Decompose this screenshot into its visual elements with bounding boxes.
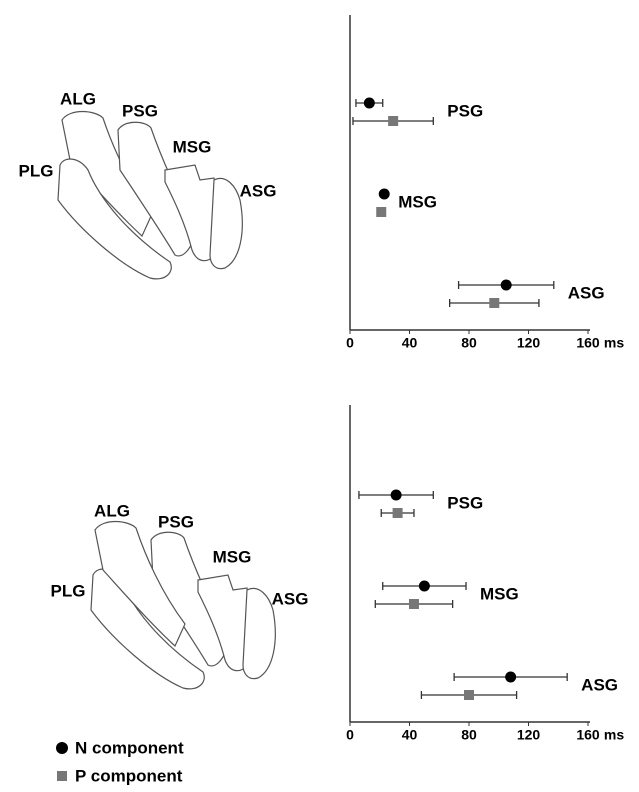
- point: [464, 690, 474, 700]
- x-tick-label: 40: [402, 727, 418, 743]
- brain-diagram: ALG PSG PLG MSG ASG: [51, 501, 309, 690]
- brain-region: [209, 177, 243, 270]
- brain-region: [242, 587, 276, 680]
- category-label: MSG: [480, 584, 519, 603]
- brain-region: [57, 158, 172, 280]
- region-label: ASG: [272, 589, 309, 608]
- category-label: MSG: [398, 192, 437, 211]
- x-tick-label: 160: [576, 727, 600, 743]
- x-tick-label: 40: [402, 335, 418, 351]
- legend-marker: [56, 742, 68, 754]
- point: [388, 116, 399, 126]
- region-label: PLG: [51, 581, 86, 600]
- brain-diagram: ALG PSG PLG MSG ASG: [19, 89, 277, 280]
- category-label: ASG: [581, 675, 618, 694]
- x-axis-label: ms: [604, 335, 624, 351]
- x-tick-label: 0: [346, 727, 354, 743]
- region-label: MSG: [173, 137, 212, 156]
- point: [376, 207, 387, 217]
- x-tick-label: 0: [346, 335, 354, 351]
- category-label: ASG: [568, 283, 605, 302]
- point: [378, 188, 390, 200]
- point: [390, 489, 402, 501]
- point: [408, 599, 419, 609]
- point: [505, 671, 517, 683]
- x-tick-label: 120: [517, 335, 541, 351]
- region-label: ASG: [240, 181, 277, 200]
- region-label: PSG: [158, 512, 194, 531]
- legend-label: N component: [75, 738, 184, 757]
- region-label: PLG: [19, 161, 54, 180]
- x-tick-label: 160: [576, 335, 600, 351]
- legend-label: P component: [75, 766, 183, 785]
- legend-marker: [57, 771, 67, 781]
- region-label: ALG: [60, 89, 96, 108]
- point: [392, 508, 403, 518]
- region-label: PSG: [122, 101, 158, 120]
- x-axis-label: ms: [604, 727, 624, 743]
- brain-region: [94, 520, 186, 648]
- point: [363, 97, 375, 109]
- point: [500, 279, 512, 291]
- region-label: ALG: [94, 501, 130, 520]
- region-label: MSG: [213, 547, 252, 566]
- x-tick-label: 80: [461, 335, 477, 351]
- x-tick-label: 120: [517, 727, 541, 743]
- x-tick-label: 80: [461, 727, 477, 743]
- category-label: PSG: [447, 493, 483, 512]
- point: [418, 580, 430, 592]
- category-label: PSG: [447, 101, 483, 120]
- point: [489, 298, 500, 308]
